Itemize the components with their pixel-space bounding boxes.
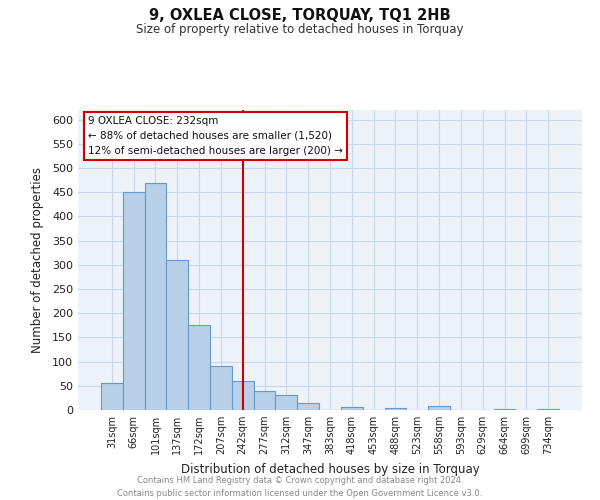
Text: Contains HM Land Registry data © Crown copyright and database right 2024.
Contai: Contains HM Land Registry data © Crown c… — [118, 476, 482, 498]
Bar — [166, 260, 188, 410]
Bar — [341, 406, 363, 410]
Bar — [297, 402, 319, 410]
Text: 9, OXLEA CLOSE, TORQUAY, TQ1 2HB: 9, OXLEA CLOSE, TORQUAY, TQ1 2HB — [149, 8, 451, 22]
Bar — [145, 182, 166, 410]
Y-axis label: Number of detached properties: Number of detached properties — [31, 167, 44, 353]
Bar — [275, 394, 297, 410]
Text: 9 OXLEA CLOSE: 232sqm
← 88% of detached houses are smaller (1,520)
12% of semi-d: 9 OXLEA CLOSE: 232sqm ← 88% of detached … — [88, 116, 343, 156]
Text: Size of property relative to detached houses in Torquay: Size of property relative to detached ho… — [136, 22, 464, 36]
X-axis label: Distribution of detached houses by size in Torquay: Distribution of detached houses by size … — [181, 462, 479, 475]
Bar — [188, 326, 210, 410]
Bar — [210, 366, 232, 410]
Bar — [428, 406, 450, 410]
Bar — [494, 409, 515, 410]
Bar — [254, 390, 275, 410]
Bar — [537, 409, 559, 410]
Bar — [385, 408, 406, 410]
Bar — [123, 192, 145, 410]
Bar — [232, 381, 254, 410]
Bar — [101, 384, 123, 410]
